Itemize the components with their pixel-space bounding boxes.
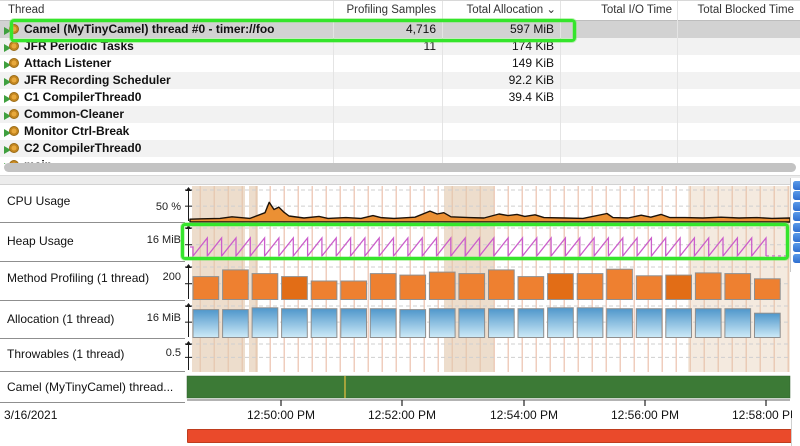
track-divider [0, 261, 185, 262]
thread-state-icon [4, 143, 20, 155]
column-header-total-allocation[interactable]: Total Allocation ⌄ [466, 4, 556, 16]
axis-date-label: 3/16/2021 [4, 408, 58, 422]
play-triangle-icon [4, 112, 11, 120]
thread-name: Attach Listener [24, 56, 112, 70]
track-divider [0, 222, 185, 223]
thread-orb-icon [9, 75, 19, 85]
thread-state-icon [4, 75, 20, 87]
side-toggle-button[interactable] [793, 201, 800, 211]
allocation-value: 149 KiB [511, 56, 554, 70]
thread-state-icon [4, 126, 20, 138]
table-row[interactable]: JFR Recording Scheduler 92.2 KiB [0, 72, 800, 89]
time-tick-label: 12:52:00 PM [367, 408, 437, 422]
track-label-camel-mytinycamel-thread-[interactable]: Camel (MyTinyCamel) thread... [7, 380, 174, 394]
thread-name: JFR Periodic Tasks [24, 39, 134, 53]
thread-orb-icon [9, 92, 19, 102]
track-scale-value: 200 [162, 271, 181, 283]
thread-state-icon [4, 41, 20, 53]
column-separator[interactable] [677, 1, 678, 164]
timeline-tracks-chart[interactable] [0, 184, 800, 446]
thread-orb-icon [9, 109, 19, 119]
thread-table: Thread Profiling Samples Total Allocation … [0, 0, 800, 164]
allocation-value: 92.2 KiB [508, 73, 554, 87]
time-tick-label: 12:50:00 PM [246, 408, 316, 422]
column-header-thread[interactable]: Thread [8, 4, 45, 16]
play-triangle-icon [4, 78, 11, 86]
thread-orb-icon [9, 143, 19, 153]
table-row[interactable]: Attach Listener 149 KiB [0, 55, 800, 72]
samples-value: 4,716 [405, 22, 436, 36]
thread-name: C2 CompilerThread0 [24, 141, 142, 155]
side-toggle-button[interactable] [793, 181, 800, 190]
allocation-value: 174 KiB [511, 39, 554, 53]
thread-orb-icon [9, 41, 19, 51]
track-divider [0, 300, 185, 301]
column-separator[interactable] [333, 1, 334, 164]
panel-edge [791, 418, 792, 446]
track-divider [0, 402, 185, 403]
track-scale-value: 16 MiB [146, 312, 181, 324]
table-row[interactable]: JFR Periodic Tasks 11 174 KiB [0, 38, 800, 55]
panel-splitter[interactable] [0, 175, 800, 185]
play-triangle-icon [4, 27, 11, 35]
side-toggle-button[interactable] [793, 212, 800, 222]
thread-name: main [24, 157, 52, 164]
thread-state-icon [4, 58, 20, 70]
track-divider [0, 371, 185, 372]
thread-name: JFR Recording Scheduler [24, 73, 171, 87]
thread-table-header: Thread Profiling Samples Total Allocation … [0, 1, 800, 21]
track-scale-value: 50 % [155, 201, 181, 213]
thread-state-icon [4, 24, 20, 36]
thread-name: Common-Cleaner [24, 107, 125, 121]
table-row[interactable]: Camel (MyTinyCamel) thread #0 - timer://… [0, 21, 800, 38]
thread-orb-icon [9, 58, 19, 68]
timeline-range-scrollbar[interactable] [187, 429, 792, 443]
side-button-strip [790, 178, 800, 272]
column-separator[interactable] [560, 1, 561, 164]
column-header-profiling-samples[interactable]: Profiling Samples [346, 4, 436, 16]
track-scale-value: 0.5 [165, 347, 181, 359]
track-label-cpu-usage[interactable]: CPU Usage [7, 194, 71, 208]
track-scale-value: 16 MiB [146, 234, 181, 246]
samples-value: 11 [423, 39, 436, 53]
table-row[interactable]: Common-Cleaner [0, 106, 800, 123]
thread-name: Monitor Ctrl-Break [24, 124, 130, 138]
allocation-value: 39.4 KiB [508, 90, 554, 104]
side-toggle-button[interactable] [793, 253, 800, 263]
time-tick-label: 12:58:00 PM [731, 408, 792, 422]
table-row[interactable]: C2 CompilerThread0 [0, 140, 800, 157]
play-triangle-icon [4, 44, 11, 52]
time-tick-label: 12:54:00 PM [489, 408, 559, 422]
thread-state-icon [4, 109, 20, 121]
thread-orb-icon [9, 160, 19, 164]
side-toggle-button[interactable] [793, 233, 800, 242]
allocation-value: 597 MiB [509, 22, 554, 36]
play-triangle-icon [4, 95, 11, 103]
time-axis: 3/16/2021 12:50:00 PM 12:52:00 PM 12:54:00… [0, 404, 792, 424]
table-row[interactable]: C1 CompilerThread0 39.4 KiB [0, 89, 800, 106]
track-label-heap-usage[interactable]: Heap Usage [7, 234, 74, 248]
thread-name: Camel (MyTinyCamel) thread #0 - timer://… [24, 22, 275, 36]
table-horizontal-scrollbar[interactable] [4, 163, 796, 172]
column-header-total-i-o-time[interactable]: Total I/O Time [601, 4, 672, 16]
thread-orb-icon [9, 24, 19, 34]
track-label-allocation-1-thread-[interactable]: Allocation (1 thread) [7, 312, 115, 326]
column-separator[interactable] [442, 1, 443, 164]
table-row[interactable]: Monitor Ctrl-Break [0, 123, 800, 140]
track-divider [0, 338, 185, 339]
track-label-throwables-1-thread-[interactable]: Throwables (1 thread) [7, 347, 125, 361]
side-toggle-button[interactable] [793, 191, 800, 201]
side-toggle-button[interactable] [793, 243, 800, 253]
side-toggle-button[interactable] [793, 222, 800, 232]
thread-orb-icon [9, 126, 19, 136]
track-label-method-profiling-1-thread-[interactable]: Method Profiling (1 thread) [7, 271, 150, 285]
column-header-total-blocked-time[interactable]: Total Blocked Time [697, 4, 794, 16]
play-triangle-icon [4, 61, 11, 69]
thread-name: C1 CompilerThread0 [24, 90, 142, 104]
time-tick-label: 12:56:00 PM [610, 408, 680, 422]
thread-state-icon [4, 92, 20, 104]
play-triangle-icon [4, 146, 11, 154]
play-triangle-icon [4, 129, 11, 137]
